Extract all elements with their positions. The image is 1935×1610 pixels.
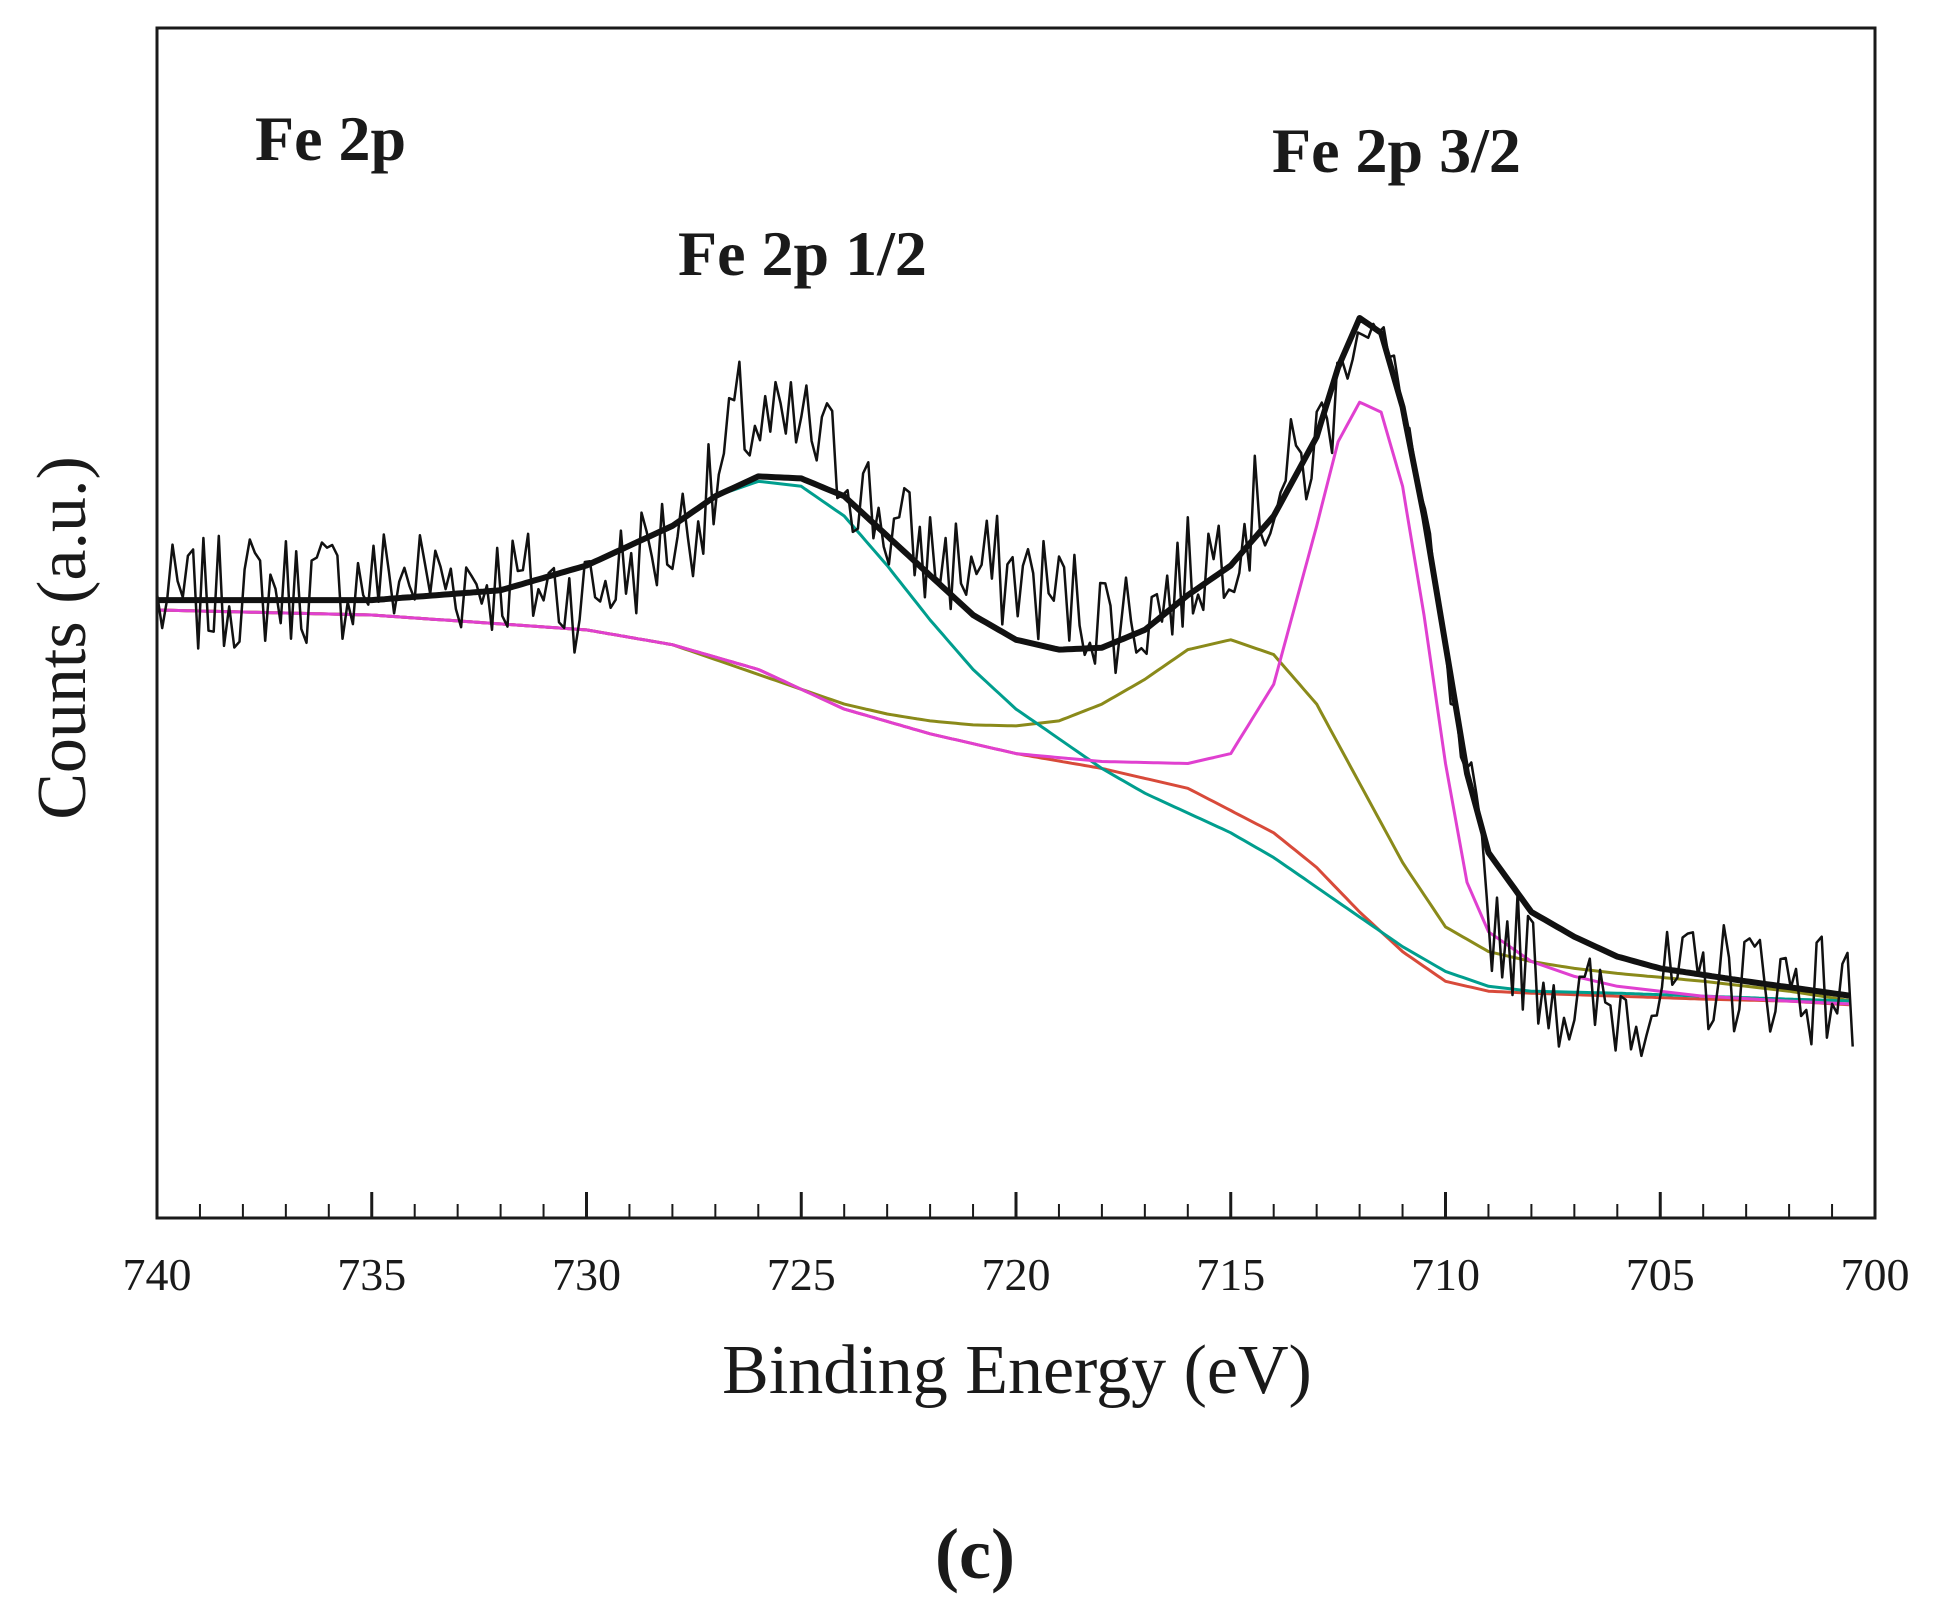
- x-tick-label: 700: [1841, 1249, 1910, 1300]
- x-tick-label: 735: [337, 1249, 406, 1300]
- series-layer: [155, 315, 1854, 1058]
- x-tick-label: 720: [982, 1249, 1051, 1300]
- x-tick-label: 725: [767, 1249, 836, 1300]
- annotation-fe-2p-1-2: Fe 2p 1/2: [678, 218, 927, 289]
- series-fe-2p-3-2-component: [156, 400, 1850, 1006]
- panel-label: (c): [935, 1514, 1015, 1594]
- series-raw-data: [155, 322, 1854, 1058]
- x-axis-ticks: [155, 1192, 1877, 1218]
- series-envelope-fit: [157, 315, 1850, 999]
- y-axis-label: Counts (a.u.): [24, 456, 101, 820]
- x-tick-label: 710: [1411, 1249, 1480, 1300]
- plot-frame: [155, 26, 1877, 1220]
- annotation-fe-2p: Fe 2p: [255, 103, 406, 174]
- series-satellite-component: [156, 608, 1850, 1002]
- x-axis-label: Binding Energy (eV): [722, 1332, 1312, 1409]
- annotation-fe-2p-3-2: Fe 2p 3/2: [1272, 115, 1521, 186]
- x-tick-label: 740: [123, 1249, 192, 1300]
- series-fe-2p-1-2-component: [157, 479, 1850, 1003]
- x-tick-label: 730: [552, 1249, 621, 1300]
- x-tick-labels: 740 735 730 725 720 715 710 705 700: [123, 1249, 1910, 1300]
- x-tick-label: 715: [1196, 1249, 1265, 1300]
- x-tick-label: 705: [1626, 1249, 1695, 1300]
